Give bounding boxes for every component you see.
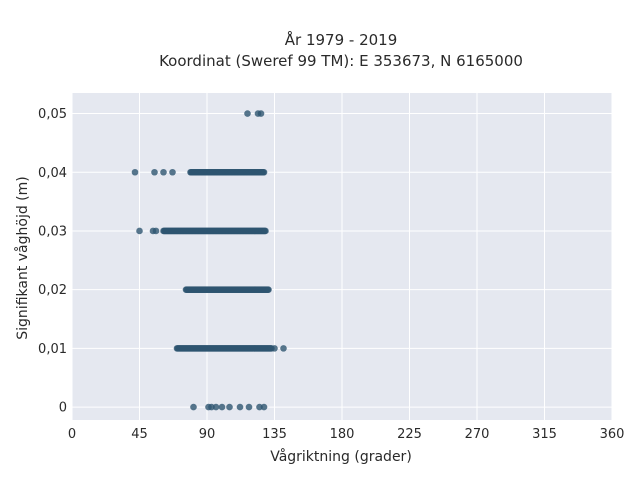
data-point (190, 403, 197, 411)
data-point (262, 227, 269, 235)
data-point (218, 403, 226, 411)
x-tick-label: 315 (532, 427, 557, 442)
data-point (136, 227, 143, 235)
y-axis-title: Signifikant våghöjd (m) (14, 176, 31, 339)
x-tick-label: 360 (600, 427, 625, 442)
x-tick-label: 180 (330, 427, 355, 442)
x-axis-title: Vågriktning (grader) (270, 448, 412, 465)
y-tick-label: 0,03 (38, 224, 67, 239)
data-point (265, 286, 272, 293)
y-tick-label: 0,04 (38, 166, 67, 181)
y-axis-ticks: 0 0,01 0,02 0,03 0,04 0,05 (38, 107, 67, 416)
chart-title-line-1: År 1979 - 2019 (285, 30, 398, 49)
x-tick-label: 90 (199, 427, 216, 442)
data-point (212, 403, 220, 411)
point-band (187, 168, 268, 176)
data-point (260, 403, 268, 411)
data-point (152, 227, 160, 235)
point-band (173, 345, 275, 352)
x-tick-label: 0 (68, 427, 76, 442)
point-band (160, 227, 269, 235)
y-tick-label: 0,02 (38, 283, 67, 298)
chart-title-line-2: Koordinat (Sweref 99 TM): E 353673, N 61… (159, 52, 523, 70)
data-point (131, 168, 139, 176)
data-point (169, 168, 176, 176)
data-point (245, 403, 253, 411)
gridlines (71, 93, 613, 420)
y-tick-label: 0,05 (38, 107, 67, 122)
data-point (280, 345, 287, 352)
data-point (151, 168, 158, 176)
data-point (160, 168, 167, 176)
data-point (257, 110, 265, 117)
x-tick-label: 45 (131, 427, 148, 442)
data-point (236, 403, 244, 411)
y-tick-label: 0,01 (38, 342, 67, 357)
point-band (182, 286, 272, 293)
data-points (131, 110, 287, 411)
y-tick-label: 0 (59, 401, 67, 416)
x-tick-label: 270 (465, 427, 490, 442)
data-point (226, 403, 233, 411)
x-tick-label: 135 (262, 427, 287, 442)
data-point (271, 345, 278, 352)
data-point (260, 168, 268, 176)
data-point (244, 110, 251, 117)
x-axis-ticks: 0 45 90 135 180 225 270 315 360 (68, 427, 625, 442)
x-tick-label: 225 (397, 427, 422, 442)
